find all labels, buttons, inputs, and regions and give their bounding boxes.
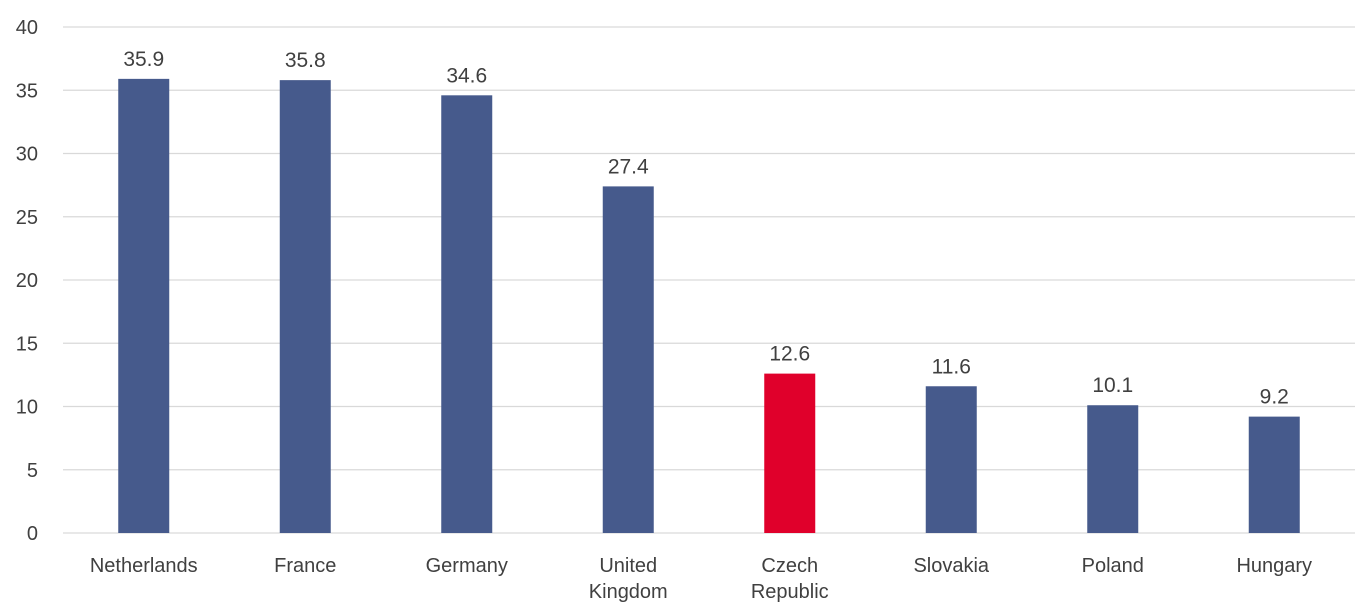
data-label: 35.8 bbox=[285, 49, 326, 72]
gridlines bbox=[63, 26, 1355, 534]
x-tick-label: Germany bbox=[426, 555, 508, 577]
x-tick-label: France bbox=[274, 555, 336, 577]
data-label: 34.6 bbox=[446, 64, 487, 87]
x-tick-label: Poland bbox=[1082, 555, 1144, 577]
data-label: 12.6 bbox=[769, 343, 810, 366]
data-label: 11.6 bbox=[932, 355, 971, 378]
y-tick-label: 20 bbox=[16, 270, 38, 292]
y-axis-tick-labels: 0 5 10 15 20 25 30 35 40 bbox=[16, 17, 38, 545]
x-axis-category-labels: Netherlands France Germany United Kingdom Cze… bbox=[90, 555, 1312, 603]
x-tick-label: Slovakia bbox=[913, 555, 989, 577]
bar bbox=[1087, 405, 1139, 533]
x-tick-label: United Kingdom bbox=[589, 555, 668, 603]
y-tick-label: 15 bbox=[16, 333, 38, 355]
bar bbox=[118, 78, 170, 534]
data-label: 10.1 bbox=[1092, 374, 1133, 397]
bars bbox=[118, 78, 1300, 534]
x-tick-label: Czech Republic bbox=[751, 555, 829, 603]
y-tick-label: 40 bbox=[16, 17, 38, 39]
y-tick-label: 10 bbox=[16, 397, 38, 419]
y-tick-label: 0 bbox=[27, 523, 38, 545]
y-tick-label: 30 bbox=[16, 144, 38, 166]
x-tick-label: Hungary bbox=[1236, 555, 1312, 577]
y-tick-label: 35 bbox=[16, 80, 38, 102]
bar bbox=[764, 373, 816, 533]
x-tick-label: Netherlands bbox=[90, 555, 198, 577]
data-label: 9.2 bbox=[1260, 386, 1289, 409]
bar bbox=[925, 386, 977, 533]
bar bbox=[279, 80, 331, 533]
y-tick-label: 5 bbox=[27, 460, 38, 482]
y-tick-label: 25 bbox=[16, 207, 38, 229]
data-labels: 35.9 35.8 34.6 27.4 12.6 11.6 10.1 9.2 bbox=[123, 48, 1289, 409]
data-label: 35.9 bbox=[123, 48, 164, 71]
bar bbox=[441, 95, 493, 533]
data-label: 27.4 bbox=[608, 155, 649, 178]
bar bbox=[1248, 416, 1300, 533]
bar bbox=[602, 186, 654, 533]
